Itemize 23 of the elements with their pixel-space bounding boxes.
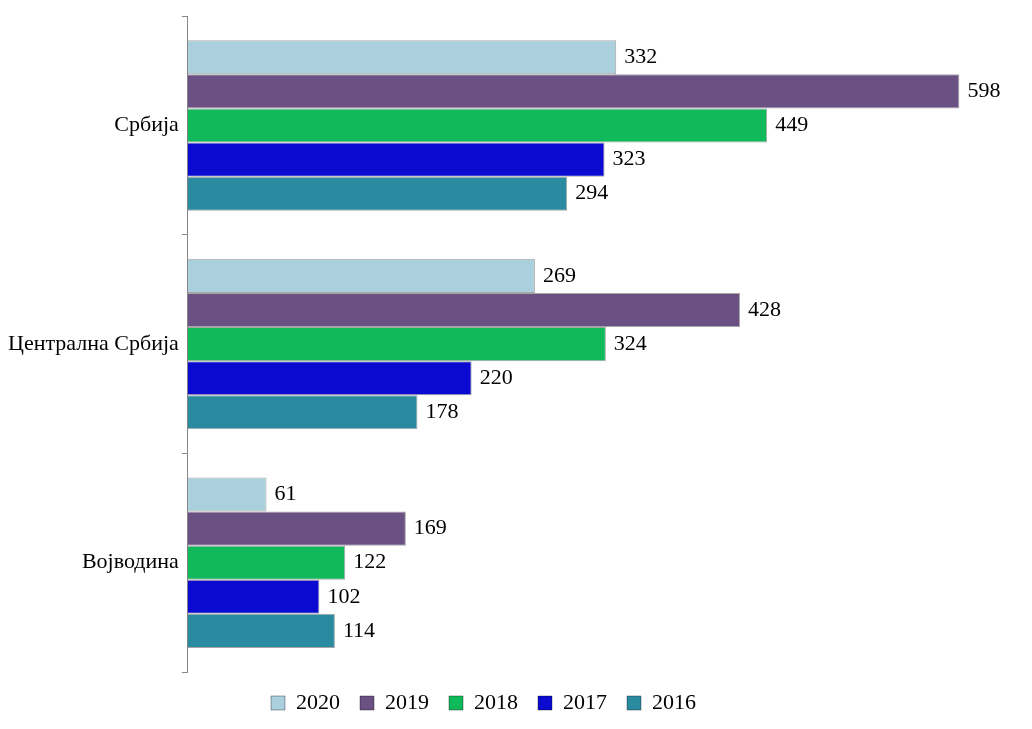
data-label: 169 <box>413 514 447 540</box>
data-label: 114 <box>342 616 376 642</box>
legend-label: 2016 <box>652 688 696 714</box>
legend-label: 2017 <box>563 688 607 714</box>
data-label: 294 <box>575 179 609 205</box>
y-tick-label: Србија <box>114 111 180 137</box>
legend-label: 2020 <box>296 688 340 714</box>
legend-label: 2019 <box>385 688 429 714</box>
data-label: 428 <box>748 295 782 321</box>
data-label: 220 <box>479 363 513 389</box>
data-label: 449 <box>775 111 809 137</box>
data-label: 102 <box>327 582 361 608</box>
y-tick-label: Централна Србија <box>7 329 180 355</box>
data-label: 332 <box>624 43 658 69</box>
data-label: 598 <box>967 77 1001 103</box>
data-label: 122 <box>353 548 387 574</box>
data-label: 324 <box>613 329 647 355</box>
data-label: 323 <box>612 145 646 171</box>
y-tick-label: Војводина <box>81 548 180 574</box>
data-label: 61 <box>274 480 297 506</box>
data-label: 178 <box>425 398 459 424</box>
legend-label: 2018 <box>474 688 518 714</box>
data-label: 269 <box>542 261 576 287</box>
